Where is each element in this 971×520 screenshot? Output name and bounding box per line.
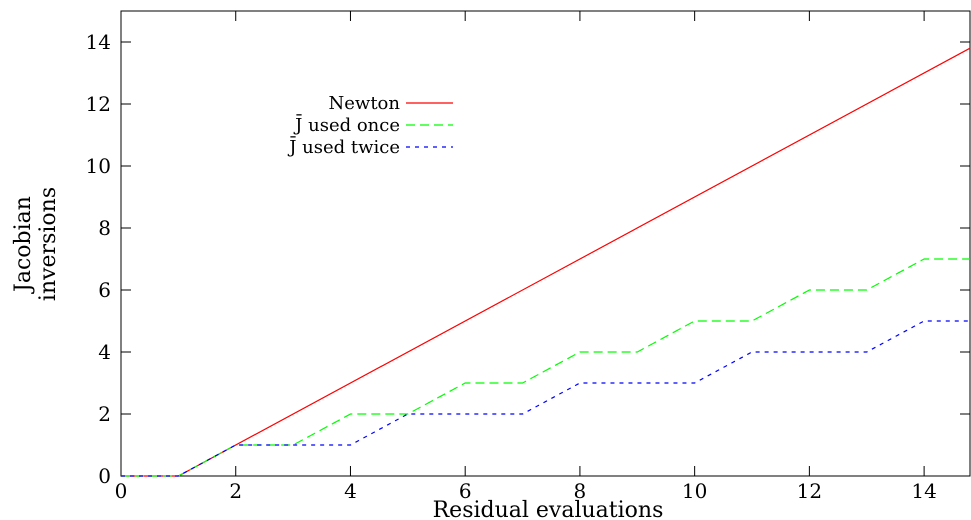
y-tick-label: 14 xyxy=(86,30,111,54)
plot-frame xyxy=(120,10,971,477)
x-tick-label: 0 xyxy=(115,479,128,503)
x-tick-label: 6 xyxy=(459,479,472,503)
legend-label-0: Newton xyxy=(329,93,401,114)
series-line-2 xyxy=(121,320,970,477)
x-tick-label: 4 xyxy=(344,479,357,503)
y-tick-label: 2 xyxy=(98,402,111,426)
y-axis-title-line-2: inversions xyxy=(36,187,61,301)
y-tick-label: 4 xyxy=(98,340,111,364)
y-tick-label: 8 xyxy=(98,216,111,240)
x-tick-label: 2 xyxy=(229,479,242,503)
x-axis-title: Residual evaluations xyxy=(433,498,664,520)
y-tick-label: 0 xyxy=(98,464,111,488)
x-tick-label: 12 xyxy=(797,479,822,503)
tick-labels: 0 2 4 6 8 10 12 14 0 2 4 6 8 10 12 14 xyxy=(86,30,937,503)
x-tick-label: 10 xyxy=(682,479,707,503)
axis-ticks xyxy=(120,11,970,477)
x-tick-label: 8 xyxy=(574,479,587,503)
y-tick-label: 10 xyxy=(86,154,111,178)
y-tick-label: 6 xyxy=(98,278,111,302)
series-line-0 xyxy=(121,47,971,477)
y-tick-label: 12 xyxy=(86,92,111,116)
legend-label-2: J̄ used twice xyxy=(287,135,400,158)
series-lines xyxy=(121,47,971,477)
y-axis-title-line-1: Jacobian xyxy=(11,196,36,294)
legend-label-1: J̄ used once xyxy=(293,113,400,136)
series-line-1 xyxy=(121,258,970,477)
x-tick-label: 14 xyxy=(911,479,936,503)
